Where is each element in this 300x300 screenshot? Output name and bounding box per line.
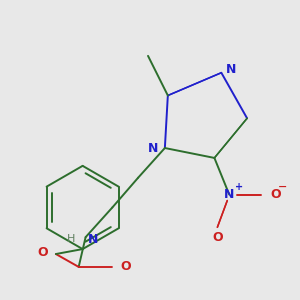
Text: N: N — [148, 142, 158, 154]
Text: O: O — [271, 188, 281, 201]
Text: O: O — [37, 245, 48, 259]
Text: −: − — [278, 182, 287, 192]
Text: O: O — [120, 260, 131, 273]
Text: +: + — [235, 182, 243, 192]
Text: N: N — [226, 63, 236, 76]
Text: N: N — [224, 188, 234, 201]
Text: H: H — [67, 234, 76, 244]
Text: N: N — [88, 233, 98, 246]
Text: O: O — [212, 231, 223, 244]
